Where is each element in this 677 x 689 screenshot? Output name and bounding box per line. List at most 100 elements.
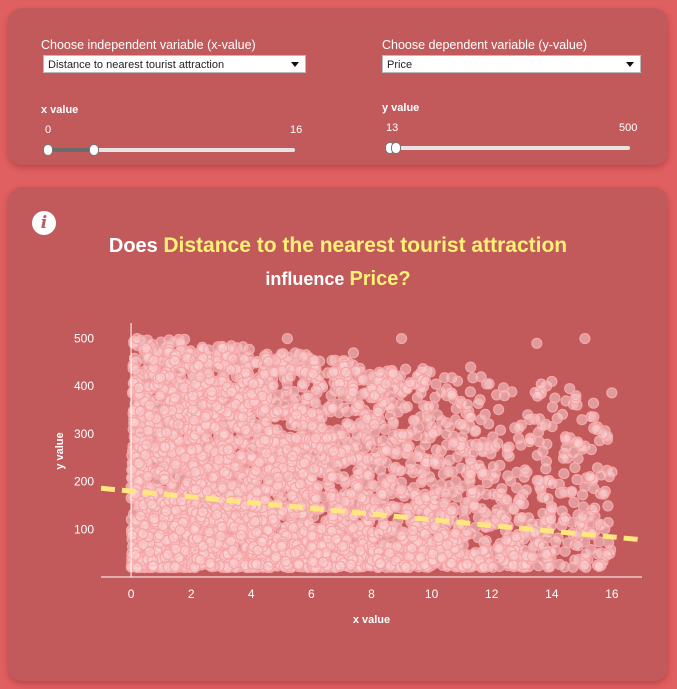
scatter-point: [317, 556, 329, 568]
scatter-point: [405, 458, 417, 470]
scatter-point: [440, 458, 452, 470]
scatter-point: [207, 471, 219, 483]
scatter-point: [287, 522, 299, 534]
scatter-point: [400, 561, 412, 573]
scatter-point: [541, 438, 553, 450]
scatter-point: [394, 465, 407, 477]
scatter-point: [310, 432, 322, 444]
x-tick-label: 6: [308, 587, 315, 601]
y-slider-max: 500: [619, 122, 638, 134]
scatter-point: [347, 522, 359, 534]
scatter-point: [453, 484, 465, 496]
x-slider-low-handle[interactable]: [43, 144, 53, 156]
scatter-point: [197, 506, 209, 518]
y-variable-select[interactable]: Price: [382, 55, 641, 73]
scatter-point: [483, 418, 495, 430]
x-slider-high-handle[interactable]: [89, 144, 100, 156]
scatter-point: [235, 529, 247, 541]
scatter-point: [235, 449, 247, 461]
scatter-point: [569, 462, 581, 474]
scatter-point: [337, 540, 349, 552]
scatter-point: [493, 542, 505, 555]
scatter-point: [415, 551, 427, 563]
scatter-point: [439, 372, 451, 384]
scatter-point: [325, 491, 337, 503]
scatter-point: [446, 389, 458, 401]
y-tick-label: 200: [74, 475, 94, 489]
scatter-point: [451, 375, 463, 387]
scatter-point: [262, 475, 275, 487]
scatter-point: [542, 493, 554, 505]
scatter-point: [306, 530, 318, 542]
scatter-point: [450, 403, 462, 415]
scatter-point: [308, 463, 320, 475]
scatter-point: [461, 399, 473, 411]
chart-panel: i Does Distance to the nearest tourist a…: [8, 187, 668, 681]
scatter-point: [508, 503, 520, 515]
scatter-point: [302, 390, 314, 402]
scatter-point: [217, 342, 229, 354]
scatter-point: [606, 466, 618, 478]
scatter-point: [259, 403, 271, 415]
scatter-point: [606, 387, 618, 399]
scatter-point: [144, 546, 156, 558]
scatter-point: [487, 561, 499, 573]
scatter-point: [297, 378, 309, 390]
x-tick-label: 16: [605, 587, 619, 601]
x-tick-label: 4: [248, 587, 255, 601]
scatter-point: [175, 366, 187, 378]
x-slider-title: x value: [41, 104, 79, 116]
scatter-point: [275, 540, 287, 552]
scatter-point: [194, 371, 206, 383]
x-slider-track[interactable]: [48, 148, 295, 152]
scatter-point: [357, 373, 369, 386]
scatter-point: [373, 527, 385, 539]
scatter-point: [251, 526, 263, 538]
scatter-point: [585, 411, 597, 423]
y-tick-label: 500: [74, 332, 94, 346]
scatter-point: [260, 447, 272, 459]
scatter-point: [456, 419, 468, 431]
scatter-point: [204, 557, 216, 569]
y-slider-track[interactable]: [390, 146, 630, 150]
scatter-point: [169, 561, 181, 573]
scatter-point: [147, 560, 159, 572]
scatter-point: [286, 489, 298, 501]
scatter-point: [494, 552, 506, 564]
chart-title-line-1: Does Distance to the nearest tourist att…: [8, 234, 668, 258]
scatter-point: [560, 395, 572, 407]
scatter-point: [188, 524, 200, 536]
scatter-point: [395, 332, 408, 345]
scatter-point: [477, 467, 489, 479]
scatter-point: [445, 557, 458, 569]
scatter-point: [598, 488, 610, 500]
x-variable-label: Choose independent variable (x-value): [41, 38, 256, 52]
scatter-point: [282, 470, 294, 482]
scatter-point: [128, 352, 141, 364]
scatter-point: [531, 390, 544, 402]
scatter-point: [602, 517, 614, 529]
scatter-point: [576, 511, 589, 523]
scatter-point: [126, 464, 138, 476]
scatter-point: [546, 503, 558, 515]
scatter-point: [496, 483, 508, 495]
scatter-point: [556, 408, 569, 420]
scatter-plot: 0 2 4 6 8 10 12 14 16 100 200 300 400 500 x value y val…: [54, 323, 643, 626]
scatter-point: [240, 424, 252, 436]
scatter-point: [169, 472, 181, 484]
scatter-point: [215, 530, 227, 542]
scatter-point: [448, 437, 460, 449]
scatter-point: [267, 513, 279, 525]
info-icon[interactable]: i: [32, 211, 56, 235]
x-slider-max: 16: [290, 124, 303, 136]
scatter-point: [591, 548, 604, 560]
scatter-point: [321, 432, 333, 444]
scatter-point: [593, 560, 605, 572]
scatter-point: [427, 548, 439, 560]
scatter-point: [380, 444, 393, 456]
x-variable-select[interactable]: Distance to nearest tourist attraction: [43, 55, 306, 73]
scatter-point: [557, 452, 570, 464]
scatter-point: [247, 378, 259, 390]
y-slider-high-handle[interactable]: [391, 142, 401, 154]
scatter-point: [310, 493, 322, 505]
